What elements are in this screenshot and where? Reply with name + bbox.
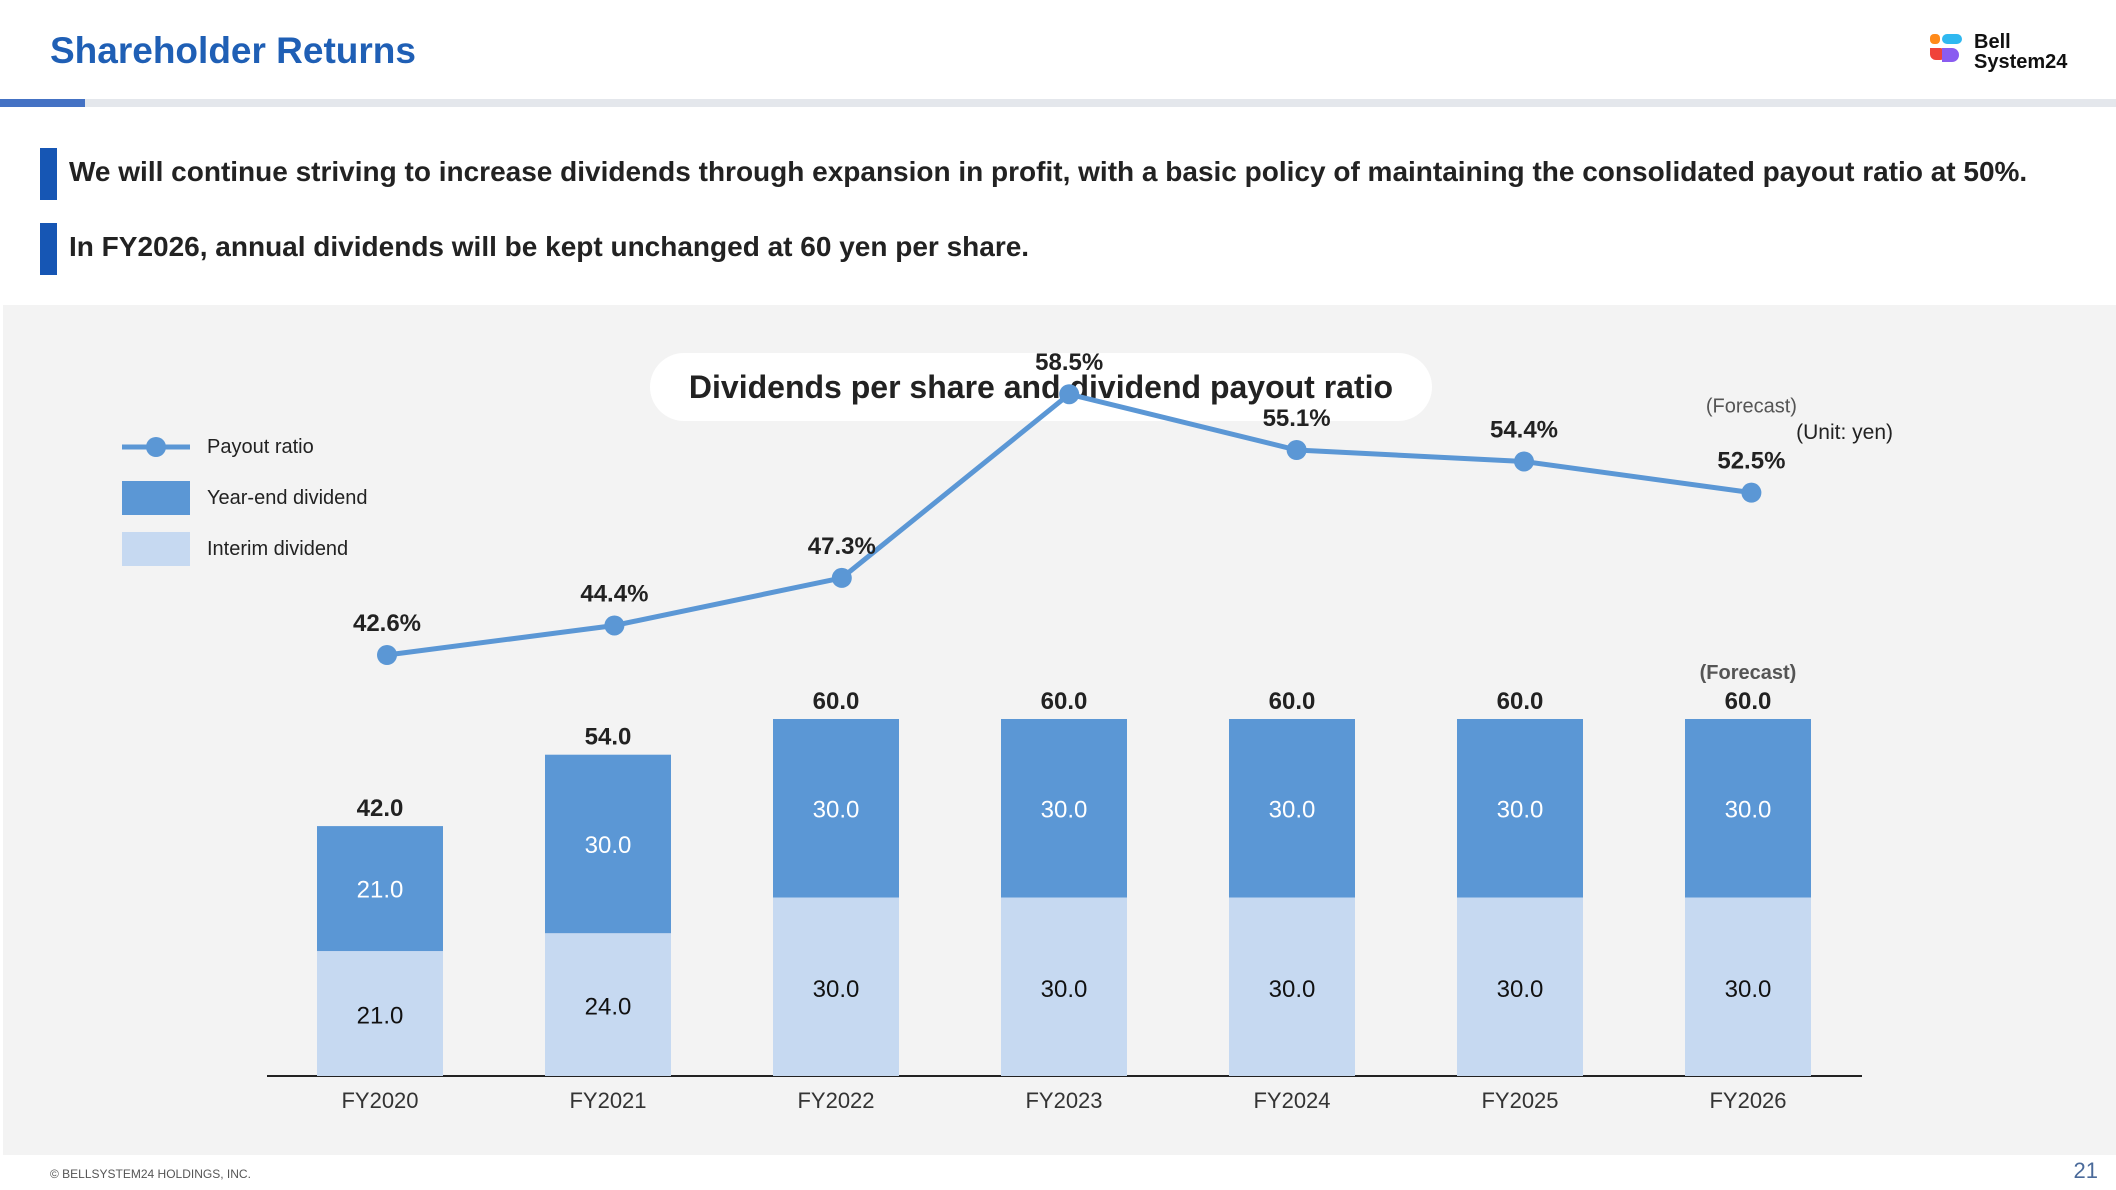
- page-number: 21: [2073, 1158, 2098, 1183]
- data-label-interim: 21.0: [357, 1003, 404, 1030]
- data-label-year-end: 30.0: [1269, 796, 1316, 823]
- data-label-year-end: 30.0: [1725, 796, 1772, 823]
- bar-year-end-dividend: [1685, 719, 1811, 898]
- logo-wordmark: Bell System24: [1974, 32, 2067, 72]
- logo-mark-icon: [1930, 34, 1962, 62]
- message-marker: [40, 223, 57, 275]
- key-message-text: In FY2026, annual dividends will be kept…: [69, 231, 1030, 262]
- chart-title: Dividends per share and dividend payout …: [650, 353, 1432, 421]
- bar-interim-dividend: [545, 933, 671, 1076]
- payout-ratio-label: 52.5%: [1717, 448, 1785, 475]
- forecast-label-ratio: (Forecast): [1706, 396, 1797, 418]
- legend-line-marker-icon: [122, 437, 190, 457]
- x-tick-label: FY2026: [1709, 1088, 1786, 1113]
- chart-unit-label: (Unit: yen): [1796, 421, 1893, 444]
- bar-year-end-dividend: [1457, 719, 1583, 898]
- payout-ratio-label: 47.3%: [808, 533, 876, 560]
- payout-ratio-point: [831, 567, 852, 588]
- forecast-label-bar: (Forecast): [1700, 662, 1797, 684]
- data-label-interim: 24.0: [585, 994, 632, 1021]
- x-tick-label: FY2022: [797, 1088, 874, 1113]
- legend-label: Payout ratio: [207, 436, 314, 458]
- header-divider: [0, 99, 2116, 107]
- data-label-year-end: 30.0: [585, 832, 632, 859]
- data-label-total: 60.0: [1497, 688, 1544, 715]
- bar-interim-dividend: [1229, 897, 1355, 1076]
- legend-item-year-end-dividend: Year-end dividend: [122, 481, 422, 515]
- x-tick-label: FY2025: [1481, 1088, 1558, 1113]
- bar-year-end-dividend: [773, 719, 899, 898]
- data-label-interim: 30.0: [1725, 976, 1772, 1003]
- data-label-interim: 30.0: [1041, 976, 1088, 1003]
- key-message-2: In FY2026, annual dividends will be kept…: [40, 223, 2100, 275]
- payout-ratio-point: [1514, 451, 1534, 472]
- payout-ratio-point: [1741, 482, 1762, 503]
- logo-word-2: System24: [1974, 51, 2068, 73]
- bar-year-end-dividend: [317, 826, 443, 952]
- data-label-interim: 30.0: [813, 976, 860, 1003]
- data-label-interim: 30.0: [1497, 976, 1544, 1003]
- data-label-year-end: 21.0: [357, 877, 404, 904]
- bar-interim-dividend: [1685, 897, 1811, 1076]
- x-tick-label: FY2023: [1025, 1088, 1102, 1113]
- payout-ratio-point: [377, 645, 397, 665]
- page-title: Shareholder Returns: [50, 30, 416, 71]
- data-label-total: 42.0: [357, 795, 404, 822]
- bar-year-end-dividend: [545, 754, 671, 934]
- payout-ratio-label: 55.1%: [1263, 405, 1331, 432]
- data-label-year-end: 30.0: [813, 796, 860, 823]
- x-tick-label: FY2021: [569, 1088, 646, 1113]
- payout-ratio-label: 42.6%: [353, 610, 421, 637]
- payout-ratio-point: [604, 615, 625, 636]
- bar-interim-dividend: [1457, 897, 1583, 1076]
- data-label-total: 60.0: [1041, 688, 1088, 715]
- payout-ratio-label: 54.4%: [1490, 416, 1558, 443]
- data-label-total: 60.0: [1269, 688, 1316, 715]
- payout-ratio-point: [1059, 384, 1080, 405]
- header-divider-accent: [0, 99, 85, 107]
- payout-ratio-point: [1286, 440, 1307, 460]
- data-label-year-end: 30.0: [1041, 796, 1088, 823]
- legend-label: Year-end dividend: [207, 487, 368, 509]
- legend-swatch-year-end: [122, 481, 190, 515]
- logo-word-1: Bell: [1974, 31, 2011, 53]
- bar-year-end-dividend: [1229, 719, 1355, 898]
- bar-year-end-dividend: [1001, 719, 1127, 898]
- bar-interim-dividend: [1001, 897, 1127, 1076]
- company-logo: Bell System24: [1930, 32, 2070, 72]
- data-label-total: 54.0: [585, 724, 632, 751]
- legend-label: Interim dividend: [207, 538, 349, 560]
- payout-ratio-label: 44.4%: [580, 580, 648, 607]
- x-tick-label: FY2024: [1253, 1088, 1330, 1113]
- x-tick-label: FY2020: [341, 1088, 418, 1113]
- message-marker: [40, 148, 57, 200]
- data-label-year-end: 30.0: [1497, 796, 1544, 823]
- legend-swatch-interim: [122, 532, 190, 566]
- data-label-interim: 30.0: [1269, 976, 1316, 1003]
- key-message-text: We will continue striving to increase di…: [69, 156, 2028, 187]
- data-label-total: 60.0: [1725, 688, 1772, 715]
- legend-item-interim-dividend: Interim dividend: [122, 532, 422, 566]
- data-label-total: 60.0: [813, 688, 860, 715]
- legend-item-payout-ratio: Payout ratio: [122, 430, 422, 464]
- bar-interim-dividend: [317, 951, 443, 1076]
- payout-ratio-label: 58.5%: [1035, 349, 1103, 376]
- bar-interim-dividend: [773, 897, 899, 1076]
- key-message-1: We will continue striving to increase di…: [40, 148, 2100, 200]
- footer-copyright: © BELLSYSTEM24 HOLDINGS, INC.: [50, 1167, 251, 1181]
